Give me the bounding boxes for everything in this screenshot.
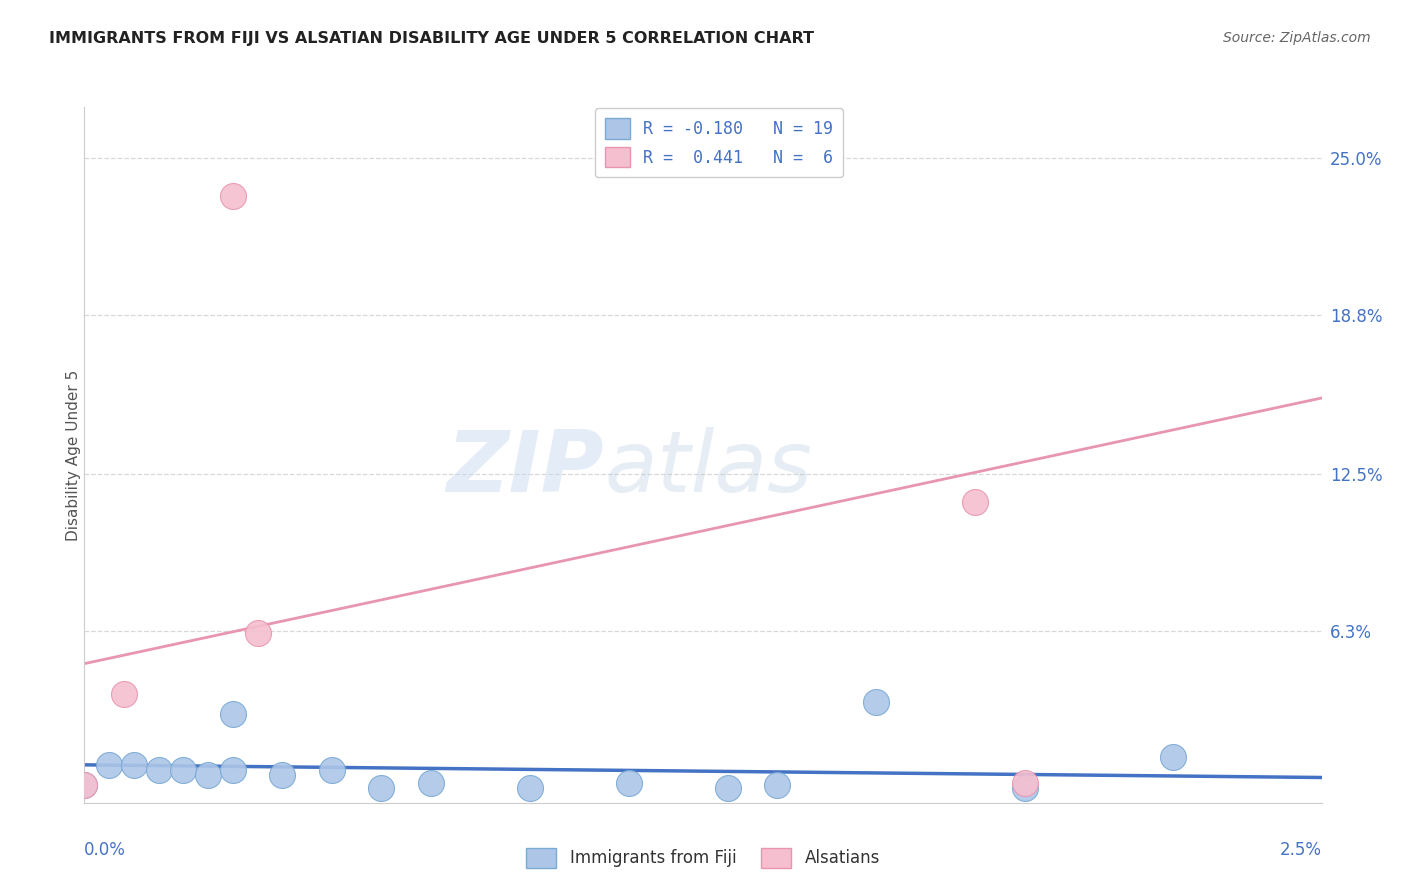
Point <box>222 707 245 722</box>
Text: 0.0%: 0.0% <box>84 841 127 859</box>
Point <box>148 763 170 777</box>
Point <box>73 778 96 792</box>
Text: 2.5%: 2.5% <box>1279 841 1322 859</box>
Point <box>1161 750 1184 764</box>
Point <box>419 775 441 789</box>
Text: atlas: atlas <box>605 427 813 510</box>
Point <box>246 626 269 640</box>
Y-axis label: Disability Age Under 5: Disability Age Under 5 <box>66 369 80 541</box>
Legend: R = -0.180   N = 19, R =  0.441   N =  6: R = -0.180 N = 19, R = 0.441 N = 6 <box>595 109 844 178</box>
Point <box>1014 775 1036 789</box>
Point <box>271 768 294 782</box>
Point <box>1014 780 1036 795</box>
Point <box>617 775 640 789</box>
Point <box>98 757 121 772</box>
Point <box>112 687 135 701</box>
Point <box>321 763 343 777</box>
Point <box>222 763 245 777</box>
Legend: Immigrants from Fiji, Alsatians: Immigrants from Fiji, Alsatians <box>519 841 887 875</box>
Text: ZIP: ZIP <box>446 427 605 510</box>
Point <box>865 695 887 709</box>
Point <box>717 780 740 795</box>
Point <box>222 188 245 202</box>
Text: Source: ZipAtlas.com: Source: ZipAtlas.com <box>1223 31 1371 45</box>
Point <box>766 778 789 792</box>
Text: IMMIGRANTS FROM FIJI VS ALSATIAN DISABILITY AGE UNDER 5 CORRELATION CHART: IMMIGRANTS FROM FIJI VS ALSATIAN DISABIL… <box>49 31 814 46</box>
Point <box>73 778 96 792</box>
Point <box>197 768 219 782</box>
Point <box>172 763 194 777</box>
Point <box>370 780 392 795</box>
Point <box>519 780 541 795</box>
Point <box>122 757 145 772</box>
Point <box>965 494 987 508</box>
